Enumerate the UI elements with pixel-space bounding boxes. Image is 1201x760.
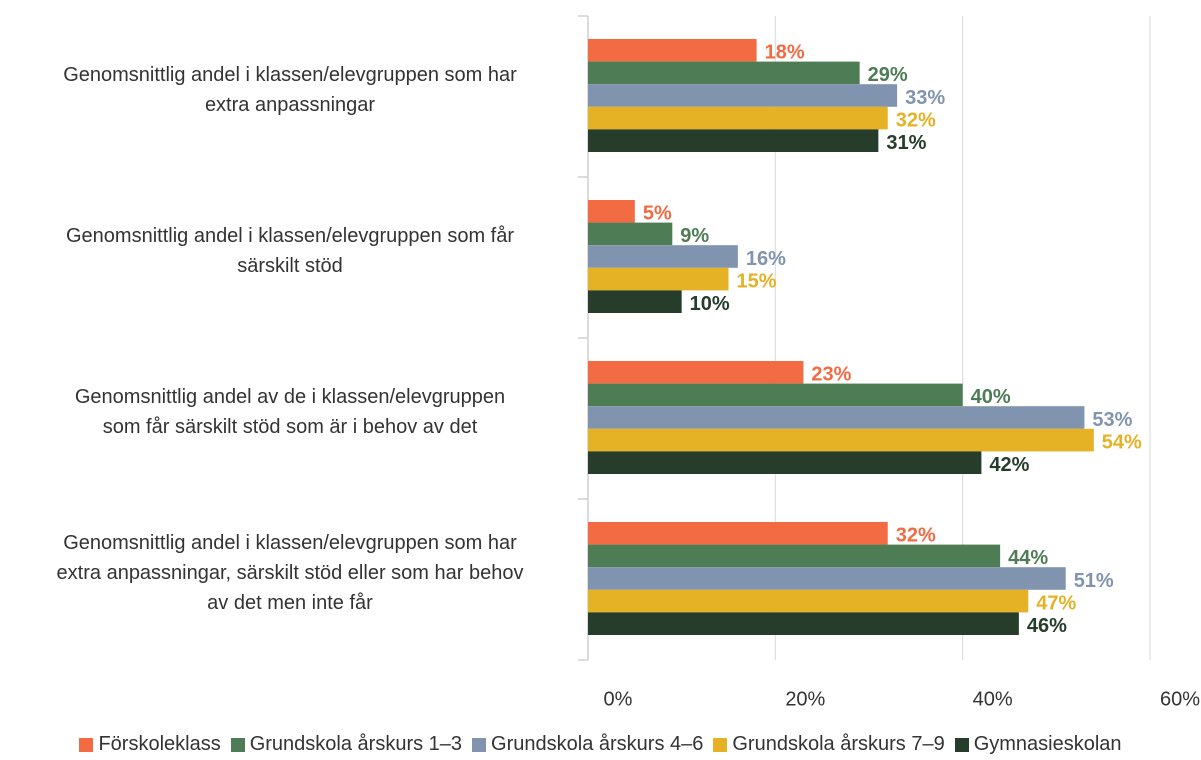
legend-item: Förskoleklass — [79, 733, 221, 756]
x-tick-label: 20% — [785, 688, 825, 710]
bar — [588, 200, 635, 223]
legend-label: Förskoleklass — [98, 733, 221, 755]
chart: 0% 20% 40% 60% Genomsnittlig andel i klassen… — [57, 15, 1200, 710]
legend-swatch — [79, 737, 94, 752]
value-label: 9% — [680, 225, 709, 247]
bar — [588, 222, 673, 246]
value-label: 5% — [643, 203, 672, 225]
value-label: 32% — [896, 109, 936, 131]
bar — [588, 612, 1019, 635]
bar — [588, 61, 860, 85]
bar — [588, 106, 888, 130]
legend-label: Gymnasieskolan — [973, 733, 1122, 755]
value-label: 32% — [896, 525, 936, 547]
value-label: 33% — [905, 87, 945, 109]
legend-label: Grundskola årskurs 7–9 — [732, 733, 945, 755]
legend-item: Gymnasieskolan — [954, 733, 1122, 756]
value-label: 10% — [690, 293, 730, 315]
bar — [588, 84, 898, 107]
bar — [588, 383, 963, 407]
x-tick-label: 40% — [973, 688, 1013, 710]
value-label: 31% — [886, 132, 926, 154]
value-label: 40% — [971, 386, 1011, 408]
legend-item: Grundskola årskurs 4–6 — [472, 733, 703, 756]
bar — [588, 428, 1094, 452]
value-label: 42% — [989, 454, 1029, 476]
legend-swatch — [472, 737, 487, 752]
bar — [588, 567, 1066, 590]
category-label: Genomsnittlig andel i klassen/elevgruppe… — [66, 225, 514, 247]
value-label: 44% — [1008, 547, 1048, 569]
legend: Förskoleklass Grundskola årskurs 1–3 Grund… — [0, 733, 1201, 756]
category-label: särskilt stöd — [237, 255, 343, 277]
value-label: 54% — [1102, 431, 1142, 453]
category-label: av det men inte får — [207, 592, 373, 614]
category-label: extra anpassningar — [205, 94, 375, 116]
bar — [588, 589, 1029, 613]
category-label: Genomsnittlig andel av de i klassen/elev… — [75, 386, 505, 408]
legend-label: Grundskola årskurs 4–6 — [491, 733, 704, 755]
bar — [588, 522, 888, 545]
value-label: 18% — [765, 42, 805, 64]
legend-swatch — [230, 737, 245, 752]
bar — [588, 361, 804, 384]
value-label: 47% — [1036, 592, 1076, 614]
value-label: 29% — [868, 64, 908, 86]
bar — [588, 129, 879, 152]
bar — [588, 267, 729, 291]
legend-swatch — [954, 737, 969, 752]
bar — [588, 245, 738, 268]
value-label: 46% — [1027, 615, 1067, 637]
value-label: 15% — [737, 270, 777, 292]
legend-item: Grundskola årskurs 7–9 — [713, 733, 945, 756]
legend-item: Grundskola årskurs 1–3 — [230, 733, 463, 756]
legend-label: Grundskola årskurs 1–3 — [249, 733, 463, 755]
value-label: 51% — [1074, 570, 1114, 592]
bar — [588, 451, 982, 474]
value-label: 16% — [746, 248, 786, 270]
category-label: Genomsnittlig andel i klassen/elevgruppe… — [63, 64, 517, 86]
x-tick-label: 0% — [604, 688, 633, 710]
legend-swatch — [713, 737, 728, 752]
bar — [588, 544, 1001, 568]
bar — [588, 406, 1085, 429]
x-tick-label: 60% — [1160, 688, 1200, 710]
category-label: som får särskilt stöd som är i behov av … — [103, 416, 478, 438]
value-label: 23% — [811, 364, 851, 386]
category-label: extra anpassningar, särskilt stöd eller … — [57, 562, 524, 584]
bar — [588, 290, 682, 313]
bar — [588, 39, 757, 62]
category-label: Genomsnittlig andel i klassen/elevgruppe… — [63, 532, 517, 554]
value-label: 53% — [1092, 409, 1132, 431]
